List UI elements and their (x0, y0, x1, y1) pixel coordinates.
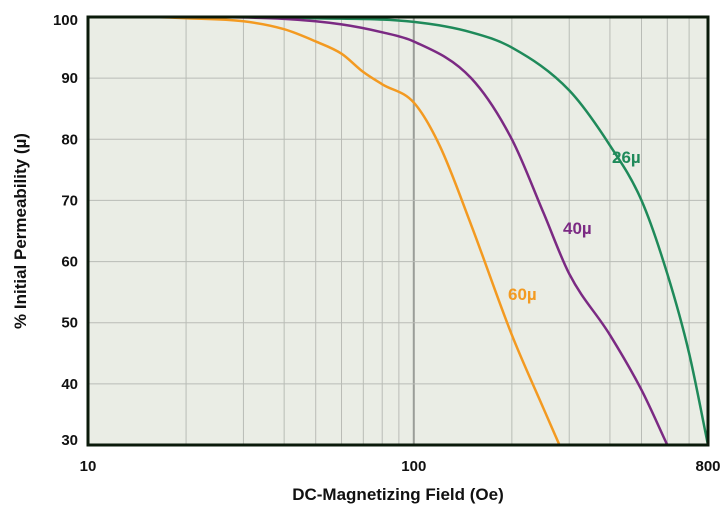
x-tick-label: 10 (80, 458, 97, 475)
y-tick-label: 60 (61, 254, 78, 271)
y-tick-label: 100 (53, 12, 78, 29)
series-label: 60µ (508, 285, 537, 304)
x-tick-label: 800 (695, 458, 720, 475)
series-line (86, 15, 561, 447)
y-tick-label: 50 (61, 315, 78, 332)
plot-background (88, 17, 708, 445)
y-tick-label: 90 (61, 70, 78, 87)
y-tick-label: 70 (61, 192, 78, 209)
series-label: 26µ (612, 148, 641, 167)
x-tick-label: 100 (401, 458, 426, 475)
series-label: 40µ (563, 219, 592, 238)
y-tick-label: 30 (61, 432, 78, 449)
plot-frame (86, 15, 710, 447)
y-tick-label: 80 (61, 131, 78, 148)
y-tick-labels: 30 40 50 60 70 80 90 100 (53, 12, 78, 449)
x-axis-title: DC-Magnetizing Field (Oe) (292, 485, 504, 504)
series-labels: 26µ 40µ 60µ (508, 148, 641, 304)
y-axis-title: % Initial Permeability (µ) (11, 133, 30, 329)
grid-lines (88, 17, 708, 445)
y-tick-label: 40 (61, 376, 78, 393)
x-tick-labels: 10 100 800 (80, 458, 720, 475)
